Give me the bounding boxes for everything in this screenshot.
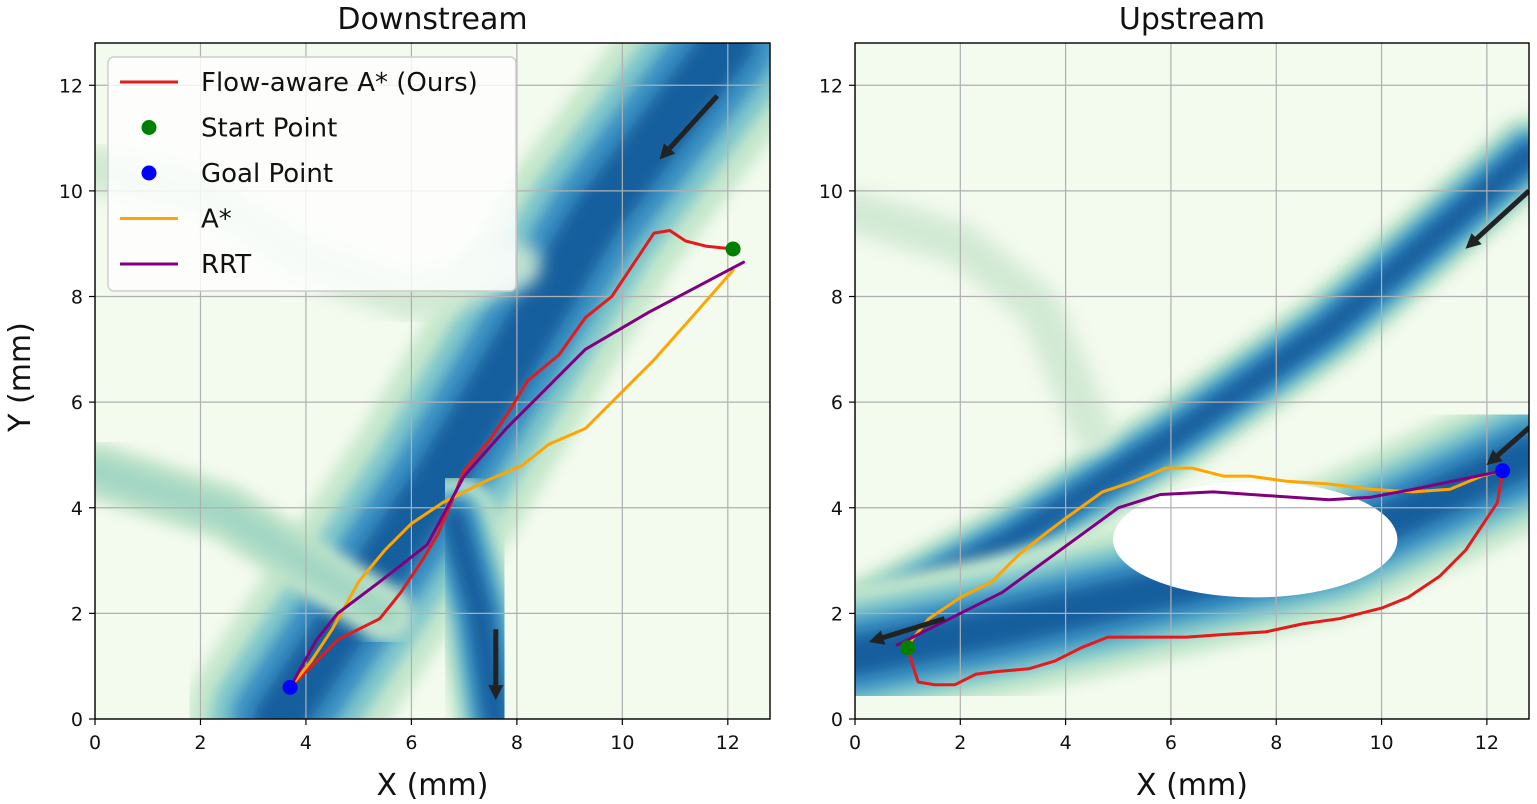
downstream-y-tick-label: 6: [71, 392, 83, 414]
upstream-title: Upstream: [1119, 2, 1265, 37]
upstream-plot-frame: [854, 42, 1530, 720]
legend-entry-rrt: RRT: [120, 250, 251, 280]
upstream-series-rrt: [895, 469, 1505, 647]
downstream-title: Downstream: [337, 2, 527, 37]
downstream-x-tick-label: 6: [405, 732, 417, 754]
legend-entry-goal-point-marker: [141, 165, 157, 181]
upstream-plot-area: [855, 43, 1529, 719]
upstream-obstacle: [1113, 481, 1398, 598]
downstream-x-tick-label: 12: [716, 732, 740, 754]
upstream-goal-point: [1495, 463, 1511, 479]
upstream-flow-arrow-0: [1465, 189, 1529, 249]
legend-entry-a-label: A*: [201, 205, 232, 235]
upstream-y-tick-label: 4: [831, 498, 843, 520]
downstream-flow-arrow-0: [659, 94, 720, 160]
upstream-series-flow-aware-a-ours: [906, 469, 1505, 687]
downstream-goal-point: [282, 679, 298, 695]
downstream-x-tick-label: 4: [300, 732, 312, 754]
downstream-y-tick-label: 10: [59, 181, 83, 203]
upstream-x-tick-label: 0: [849, 732, 861, 754]
downstream-x-tick-label: 10: [610, 732, 634, 754]
upstream-x-tick-label: 8: [1270, 732, 1282, 754]
upstream-x-tick-label: 2: [954, 732, 966, 754]
legend-entry-rrt-label: RRT: [201, 250, 251, 280]
upstream-flow-arrow-1: [1486, 424, 1529, 466]
upstream-y-tick-label: 10: [819, 181, 843, 203]
downstream-legend: Flow-aware A* (Ours) Start Point Goal Poin…: [107, 56, 517, 292]
downstream-start-point: [725, 241, 741, 257]
legend-entry-goal-point-label: Goal Point: [201, 159, 333, 189]
upstream-y-tick-label: 12: [819, 75, 843, 97]
upstream-start-point: [900, 640, 916, 656]
downstream-y-tick-label: 2: [71, 603, 83, 625]
upstream-x-axis-label: X (mm): [1136, 768, 1248, 803]
downstream-plot-frame: [94, 42, 771, 720]
downstream-y-axis-label: Y (mm): [3, 322, 38, 433]
upstream-x-tick-label: 12: [1475, 732, 1499, 754]
downstream-y-tick-label: 8: [71, 287, 83, 309]
legend-entry-start-point-label: Start Point: [201, 114, 337, 144]
legend-entry-flow-aware-a-ours: Flow-aware A* (Ours): [120, 68, 478, 98]
downstream-y-tick-label: 12: [59, 75, 83, 97]
upstream-y-tick-label: 8: [831, 287, 843, 309]
upstream-chart: Upstream X (mm) 0 2 4 6 8 10 12 0 2 4 6 8 10 12: [819, 2, 1530, 803]
legend-box: [107, 56, 517, 292]
legend-entry-start-point: Start Point: [141, 114, 337, 144]
downstream-y-tick-label: 4: [71, 498, 83, 520]
upstream-x-tick-label: 6: [1165, 732, 1177, 754]
upstream-y-tick-label: 2: [831, 603, 843, 625]
downstream-x-tick-label: 0: [89, 732, 101, 754]
downstream-x-tick-label: 8: [511, 732, 523, 754]
downstream-vessel-2: [95, 442, 414, 642]
downstream-x-tick-label: 2: [194, 732, 206, 754]
upstream-y-tick-label: 6: [831, 392, 843, 414]
downstream-vessel-1: [410, 475, 539, 719]
downstream-x-axis-label: X (mm): [377, 768, 489, 803]
downstream-series-rrt: [288, 260, 746, 689]
upstream-x-tick-label: 10: [1369, 732, 1393, 754]
downstream-series-a: [288, 268, 735, 689]
legend-entry-flow-aware-a-ours-label: Flow-aware A* (Ours): [201, 68, 478, 98]
upstream-x-tick-label: 4: [1060, 732, 1072, 754]
legend-entry-a: A*: [120, 205, 232, 235]
legend-entry-start-point-marker: [141, 120, 157, 135]
downstream-chart: Downstream X (mm) Y (mm) 0 2 4 6 8 10 12 0 2 4 6 8 1…: [3, 2, 771, 803]
downstream-series-flow-aware-a-ours: [288, 229, 735, 689]
upstream-grid: [855, 43, 1529, 719]
upstream-y-tick-label: 0: [831, 709, 843, 731]
upstream-flow-arrow-2: [868, 616, 946, 645]
downstream-y-tick-label: 0: [71, 709, 83, 731]
legend-entry-goal-point: Goal Point: [141, 159, 333, 189]
